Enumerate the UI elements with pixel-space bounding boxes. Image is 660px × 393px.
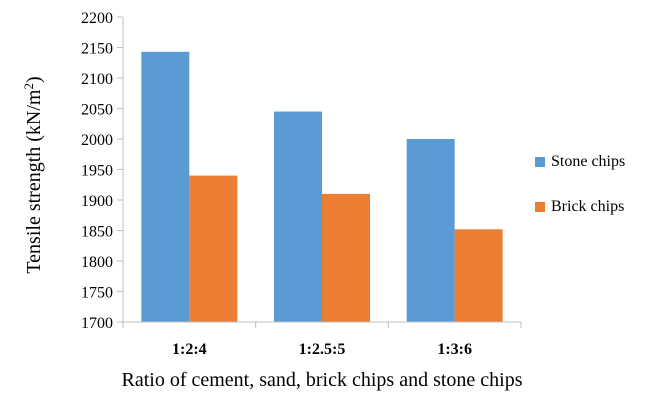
y-axis: 1700 1750 1800 1850 1900 1950 2000 2050 2100 2150… xyxy=(81,10,124,332)
y-axis-title-suffix: ) xyxy=(23,76,45,83)
bars xyxy=(141,51,503,323)
y-tick-label: 2200 xyxy=(81,10,113,27)
y-tick-label: 1850 xyxy=(81,224,113,241)
y-tick-label: 1700 xyxy=(81,315,113,332)
y-axis-title: Tensile strength (kN/m2) xyxy=(21,76,46,273)
x-axis-title: Ratio of cement, sand, brick chips and s… xyxy=(121,369,522,391)
y-tick-label: 1950 xyxy=(81,163,113,180)
bar-brick-chips xyxy=(189,175,238,322)
y-axis-title-prefix: Tensile strength (kN/m xyxy=(23,89,45,274)
bar-brick-chips xyxy=(322,193,370,322)
legend-label: Stone chips xyxy=(551,153,625,170)
x-category-label: 1:3:6 xyxy=(437,341,472,358)
legend-swatch xyxy=(535,202,545,212)
bar-stone-chips xyxy=(406,139,455,322)
x-category-label: 1:2.5:5 xyxy=(299,341,346,358)
y-tick-label: 1900 xyxy=(81,193,113,210)
y-tick-label: 1800 xyxy=(81,254,113,271)
y-tick-label: 2050 xyxy=(81,102,113,119)
legend-label: Brick chips xyxy=(551,198,624,215)
y-axis-title-sup: 2 xyxy=(21,83,36,90)
bar-stone-chips xyxy=(274,111,322,322)
x-category-label: 1:2:4 xyxy=(172,341,207,358)
y-tick-label: 2150 xyxy=(81,41,113,58)
y-tick-label: 1750 xyxy=(81,285,113,302)
y-tick-label: 2000 xyxy=(81,132,113,149)
legend: Stone chips Brick chips xyxy=(535,153,625,215)
bar-brick-chips xyxy=(454,229,503,322)
x-axis: 1:2:4 1:2.5:5 1:3:6 xyxy=(122,321,522,358)
legend-swatch xyxy=(535,157,545,167)
bar-stone-chips xyxy=(141,51,190,323)
y-tick-label: 2100 xyxy=(81,71,113,88)
